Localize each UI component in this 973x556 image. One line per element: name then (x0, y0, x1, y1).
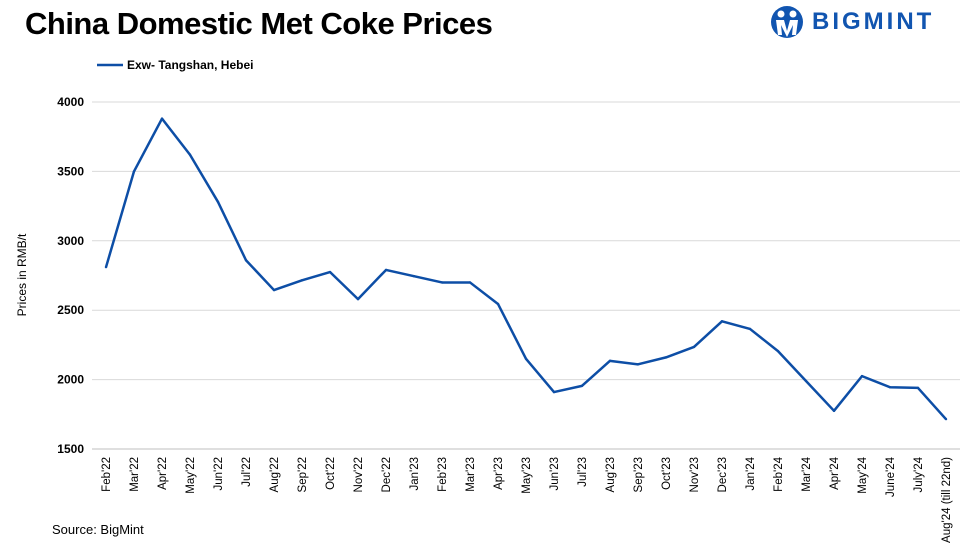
chart-title: China Domestic Met Coke Prices (25, 6, 493, 41)
data-point (300, 279, 304, 282)
data-point (440, 281, 444, 284)
logo-icon (771, 6, 803, 38)
data-point (552, 390, 556, 394)
x-tick-label: Jun'22 (213, 457, 225, 491)
y-tick-label: 2500 (57, 303, 84, 317)
x-tick-label: Feb'23 (437, 457, 449, 492)
x-tick-label: Apr'24 (829, 456, 841, 489)
data-point (916, 386, 920, 390)
x-tick-label: Feb'24 (773, 456, 785, 491)
x-tick-label: Jun'23 (549, 457, 561, 491)
x-tick-label: Jan'24 (745, 456, 757, 490)
data-point (608, 359, 612, 363)
y-tick-label: 3000 (57, 234, 84, 248)
x-tick-label: Aug'22 (269, 457, 281, 492)
legend-label: Exw- Tangshan, Hebei (127, 58, 253, 72)
data-point (188, 153, 192, 156)
data-point (692, 345, 696, 349)
data-point (580, 384, 584, 388)
data-point (832, 409, 836, 413)
data-point (468, 281, 472, 284)
x-tick-label: Apr'22 (157, 457, 169, 490)
data-point (748, 327, 752, 331)
data-point (412, 274, 416, 278)
x-tick-label: July'24 (913, 456, 925, 492)
data-point (160, 117, 164, 120)
x-tick-label: May'22 (185, 457, 197, 494)
data-point (636, 363, 640, 366)
data-point (860, 374, 864, 378)
data-point (272, 288, 276, 292)
data-point (944, 417, 948, 421)
data-point (356, 297, 360, 301)
x-tick-label: Jul'23 (577, 457, 589, 487)
data-point (384, 268, 388, 272)
y-tick-label: 4000 (57, 95, 84, 109)
y-tick-label: 2000 (57, 373, 84, 387)
x-tick-label: May'24 (857, 456, 869, 493)
x-tick-label: Feb'22 (101, 457, 113, 492)
x-tick-label: Aug'23 (605, 457, 617, 492)
x-tick-label: Mar'22 (129, 457, 141, 492)
x-tick-label: Aug'24 (till 22nd) (941, 457, 953, 543)
x-tick-label: Oct'22 (325, 457, 337, 490)
source-note: Source: BigMint (52, 522, 144, 537)
y-tick-label: 3500 (57, 164, 84, 178)
data-point (664, 356, 668, 359)
bigmint-logo: BIGMINT (770, 5, 934, 39)
x-tick-label: Oct'23 (661, 457, 673, 490)
x-tick-label: Dec'22 (381, 457, 393, 492)
data-point (132, 170, 136, 173)
x-tick-label: Dec'23 (717, 457, 729, 492)
data-point (244, 259, 248, 262)
x-tick-label: Jul'22 (241, 457, 253, 487)
x-tick-label: Mar'24 (801, 456, 813, 491)
data-point (496, 302, 500, 306)
x-tick-label: Sep'22 (297, 457, 309, 492)
series-line (104, 117, 947, 420)
data-point (104, 265, 108, 269)
data-point (524, 357, 528, 360)
data-point (328, 270, 332, 274)
y-tick-label: 1500 (57, 442, 84, 456)
logo-text: BIGMINT (812, 8, 935, 35)
x-tick-label: May'23 (521, 457, 533, 494)
x-tick-label: Sep'23 (633, 457, 645, 492)
x-tick-label: Nov'22 (353, 457, 365, 492)
data-point (216, 200, 220, 204)
x-tick-label: June'24 (885, 456, 897, 497)
data-point (720, 320, 724, 323)
x-tick-label: Nov'23 (689, 457, 701, 492)
x-tick-label: Apr'23 (493, 457, 505, 490)
x-tick-label: Mar'23 (465, 457, 477, 492)
x-tick-label: Jan'23 (409, 457, 421, 491)
y-axis-label: Prices in RMB/t (15, 233, 29, 316)
data-point (888, 386, 892, 389)
data-point (804, 379, 808, 383)
data-point (776, 349, 780, 353)
